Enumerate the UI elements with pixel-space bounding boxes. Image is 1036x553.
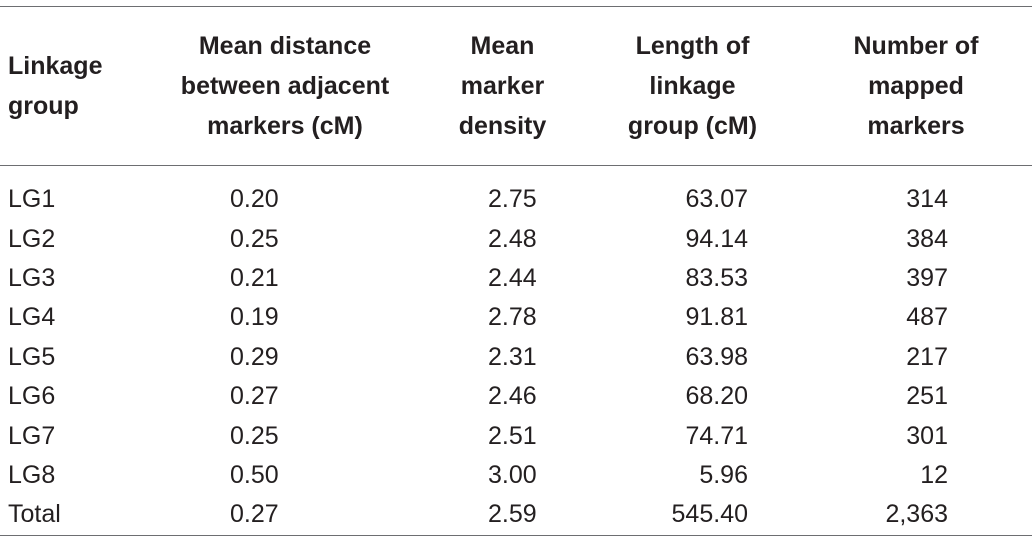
cell-length: 5.96 [699, 460, 748, 489]
cell-length: 63.98 [685, 342, 748, 371]
cell-length: 63.07 [685, 185, 748, 214]
cell-length: 545.40 [671, 500, 748, 529]
header-mean-distance: Mean distance between adjacent markers (… [180, 32, 390, 140]
table-row-total: Total 0.27 2.59 545.40 2,363 [0, 495, 1032, 536]
header-row: Linkage group Mean distance between adja… [0, 6, 1032, 166]
cell-mapped-markers: 2,363 [885, 500, 948, 529]
cell-length: 94.14 [685, 224, 748, 253]
cell-mean-distance: 0.27 [230, 382, 279, 411]
cell-mean-distance: 0.19 [230, 303, 279, 332]
cell-mean-distance: 0.50 [230, 460, 279, 489]
cell-linkage-group: LG3 [8, 263, 56, 292]
cell-mean-distance: 0.21 [230, 263, 279, 292]
cell-marker-density: 3.00 [488, 460, 537, 489]
cell-marker-density: 2.46 [488, 382, 537, 411]
cell-marker-density: 2.75 [488, 185, 537, 214]
header-number-of-mapped-markers: Number of mapped markers [853, 32, 979, 140]
cell-mapped-markers: 384 [906, 224, 948, 253]
table-row: LG6 0.27 2.46 68.20 251 [0, 377, 1032, 416]
cell-mean-distance: 0.29 [230, 342, 279, 371]
header-mean-marker-density: Mean marker density [458, 32, 547, 140]
linkage-table-container: Linkage group Mean distance between adja… [0, 6, 1032, 536]
cell-marker-density: 2.31 [488, 342, 537, 371]
table-body: LG1 0.20 2.75 63.07 314 LG2 0.25 2.48 94… [0, 166, 1032, 536]
cell-marker-density: 2.51 [488, 421, 537, 450]
cell-mapped-markers: 301 [906, 421, 948, 450]
cell-mean-distance: 0.27 [230, 500, 279, 529]
cell-mean-distance: 0.20 [230, 185, 279, 214]
table-row: LG5 0.29 2.31 63.98 217 [0, 338, 1032, 377]
cell-linkage-group: LG2 [8, 224, 56, 253]
table-row: LG4 0.19 2.78 91.81 487 [0, 298, 1032, 337]
cell-length: 91.81 [685, 303, 748, 332]
cell-length: 74.71 [685, 421, 748, 450]
cell-linkage-group: LG4 [8, 303, 56, 332]
cell-mapped-markers: 487 [906, 303, 948, 332]
table-row: LG3 0.21 2.44 83.53 397 [0, 259, 1032, 298]
header-linkage-group: Linkage group [8, 52, 103, 120]
cell-marker-density: 2.78 [488, 303, 537, 332]
cell-marker-density: 2.48 [488, 224, 537, 253]
table-row: LG2 0.25 2.48 94.14 384 [0, 219, 1032, 258]
cell-mapped-markers: 251 [906, 382, 948, 411]
cell-linkage-group: LG5 [8, 342, 56, 371]
cell-mapped-markers: 314 [906, 185, 948, 214]
cell-mean-distance: 0.25 [230, 224, 279, 253]
table-row: LG1 0.20 2.75 63.07 314 [0, 166, 1032, 220]
cell-linkage-group: Total [8, 500, 61, 529]
cell-linkage-group: LG7 [8, 421, 56, 450]
cell-mapped-markers: 217 [906, 342, 948, 371]
linkage-group-table: Linkage group Mean distance between adja… [0, 6, 1032, 536]
cell-marker-density: 2.59 [488, 500, 537, 529]
table-row: LG8 0.50 3.00 5.96 12 [0, 456, 1032, 495]
cell-mapped-markers: 12 [920, 460, 948, 489]
table-header: Linkage group Mean distance between adja… [0, 6, 1032, 166]
cell-linkage-group: LG6 [8, 382, 56, 411]
cell-mapped-markers: 397 [906, 263, 948, 292]
cell-length: 68.20 [685, 382, 748, 411]
table-row: LG7 0.25 2.51 74.71 301 [0, 416, 1032, 455]
cell-linkage-group: LG8 [8, 460, 56, 489]
cell-length: 83.53 [685, 263, 748, 292]
cell-linkage-group: LG1 [8, 185, 56, 214]
cell-marker-density: 2.44 [488, 263, 537, 292]
header-length-of-linkage-group: Length of linkage group (cM) [627, 32, 758, 140]
cell-mean-distance: 0.25 [230, 421, 279, 450]
